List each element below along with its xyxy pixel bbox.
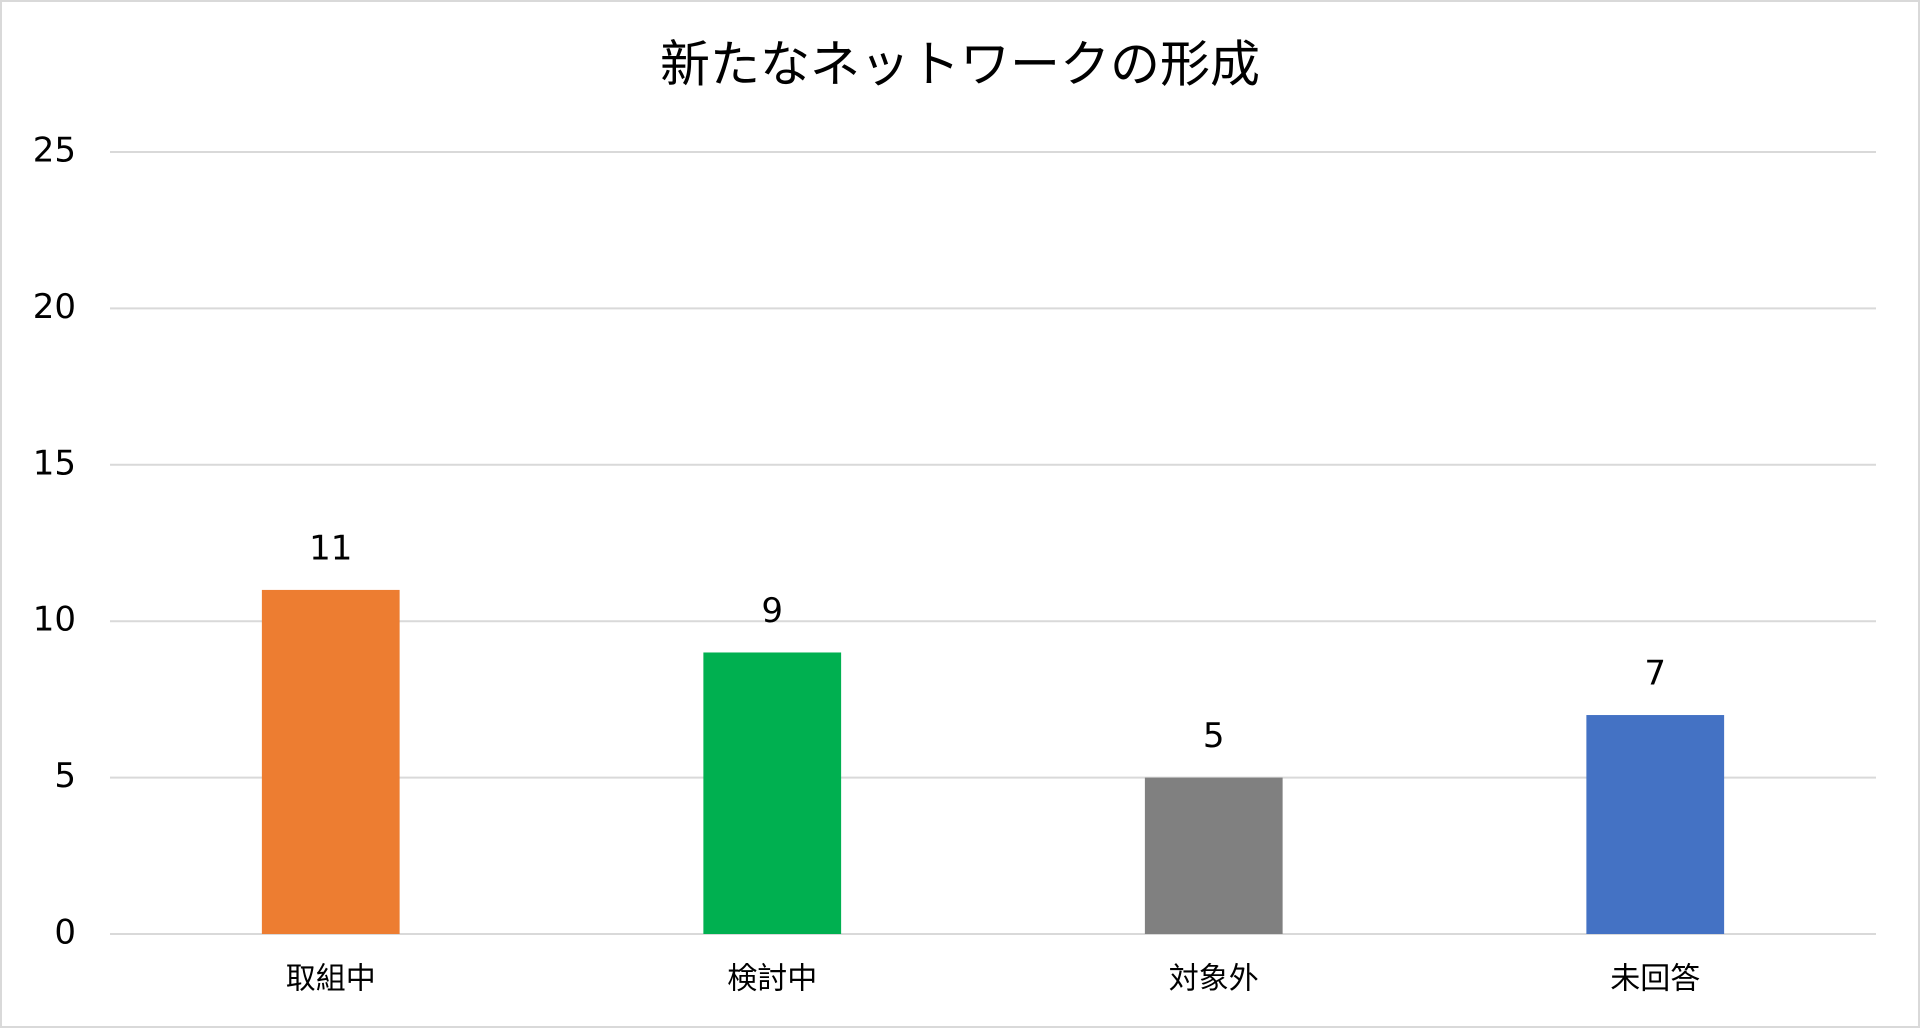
y-tick-label: 5 [54,756,76,796]
bar [261,589,400,934]
y-tick-label: 0 [54,913,76,953]
bar [1586,715,1725,934]
x-tick-label: 対象外 [1169,962,1259,997]
chart-title: 新たなネットワークの形成 [660,36,1260,94]
bar [1144,777,1283,934]
data-label: 7 [1644,654,1666,694]
y-tick-label: 20 [33,287,76,327]
data-label: 9 [761,591,783,631]
bar [703,652,842,934]
y-tick-label: 25 [33,131,76,171]
x-tick-label: 未回答 [1610,962,1700,997]
data-label: 5 [1203,716,1225,756]
y-tick-label: 15 [33,443,76,483]
y-tick-label: 10 [33,600,76,640]
data-label: 11 [309,528,352,568]
x-tick-label: 取組中 [286,962,376,997]
x-tick-label: 検討中 [727,962,817,997]
